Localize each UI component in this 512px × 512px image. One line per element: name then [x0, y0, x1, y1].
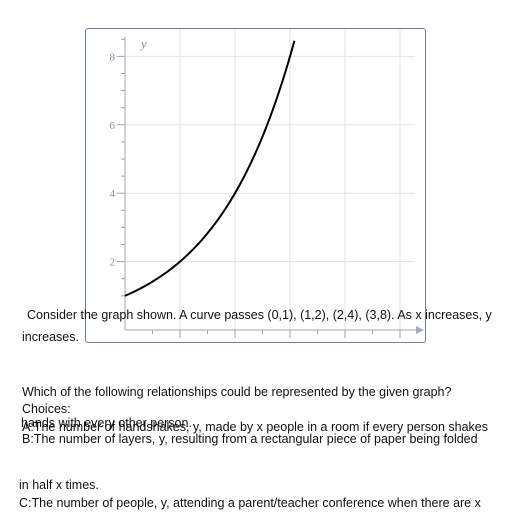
- chart-plot: 246812345y: [110, 29, 424, 338]
- y-tick-label: 6: [110, 120, 116, 132]
- choice-b-continuation[interactable]: in half x times.: [19, 478, 99, 492]
- x-axis-arrow: [416, 326, 424, 334]
- choices-label: Choices:: [22, 402, 71, 416]
- curve-series: [124, 40, 296, 297]
- y-tick-label: 2: [110, 257, 116, 269]
- prompt-line-1: Consider the graph shown. A curve passes…: [27, 308, 492, 322]
- chart-frame: 246812345y: [85, 28, 426, 343]
- y-axis-title: y: [139, 36, 147, 51]
- y-tick-label: 8: [110, 51, 116, 63]
- question-text: Which of the following relationships cou…: [22, 385, 452, 399]
- y-tick-label: 4: [110, 188, 116, 200]
- choice-a[interactable]: A:The number of handshakes, y, made by x…: [22, 420, 488, 434]
- choice-b[interactable]: B:The number of layers, y, resulting fro…: [22, 432, 478, 446]
- prompt-line-2: increases.: [22, 330, 79, 344]
- choice-c[interactable]: C:The number of people, y, attending a p…: [19, 496, 481, 510]
- choice-a-overlap-text: hands with every other person.: [21, 416, 192, 430]
